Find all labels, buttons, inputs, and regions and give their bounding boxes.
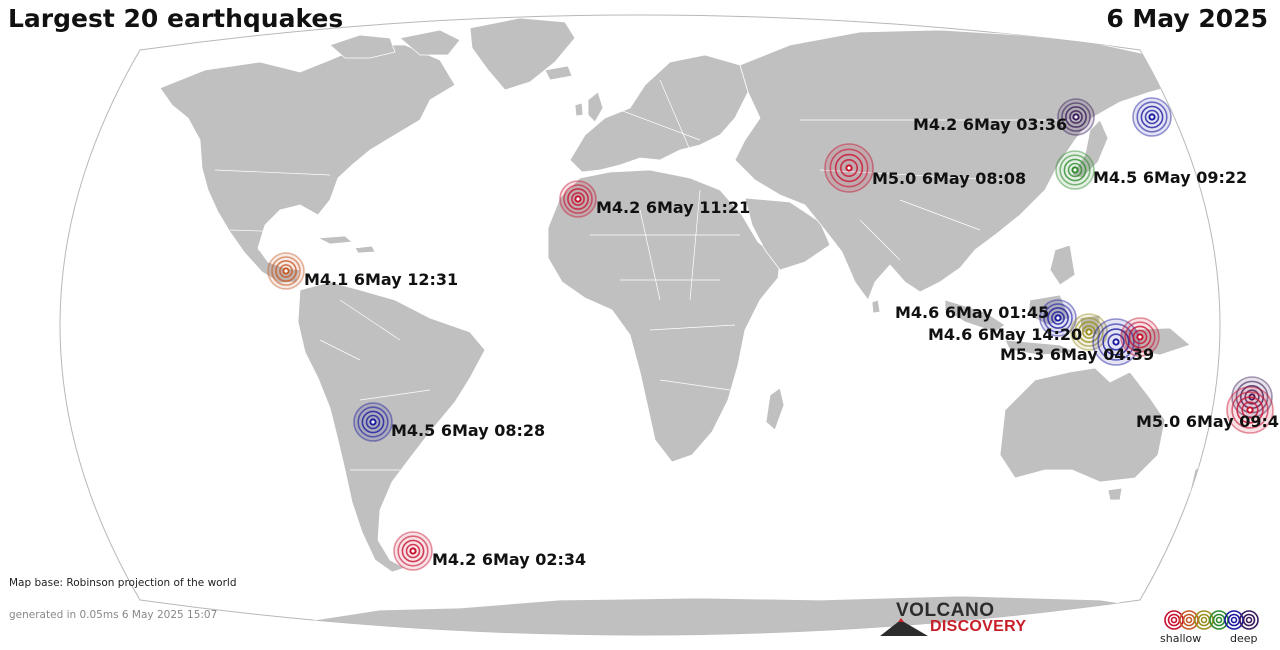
- generated-note: generated in 0.05ms 6 May 2025 15:07: [9, 609, 218, 621]
- earthquake-marker[interactable]: [1055, 150, 1095, 190]
- earthquake-marker[interactable]: [353, 402, 393, 442]
- volcano-discovery-logo[interactable]: VOLCANO DISCOVERY: [880, 600, 1040, 639]
- quake-label[interactable]: M4.5 6May 09:22: [1093, 168, 1248, 187]
- legend-shallow-label: shallow: [1160, 632, 1202, 645]
- maritime-southeast-asia: [944, 244, 1191, 356]
- earthquake-marker[interactable]: [393, 531, 433, 571]
- quake-label[interactable]: M4.2 6May 03:36: [913, 115, 1068, 134]
- volcano-icon: [880, 618, 928, 636]
- logo-word-discovery: DISCOVERY: [930, 618, 1027, 635]
- antarctica-landmass: [249, 595, 1201, 635]
- depth-legend: shallow deep: [1158, 608, 1268, 648]
- quake-label[interactable]: M5.3 6May 04:39: [1000, 345, 1155, 364]
- south-america-landmass: [297, 281, 486, 573]
- arabian-peninsula: [744, 197, 831, 271]
- caribbean-islands: [317, 235, 376, 254]
- earthquake-markers: [267, 97, 1274, 571]
- earthquake-marker[interactable]: [267, 252, 305, 290]
- greenland-landmass: [469, 17, 576, 91]
- projection-note: Map base: Robinson projection of the wor…: [9, 577, 237, 589]
- quake-label[interactable]: M4.2 6May 11:21: [596, 198, 751, 217]
- earthquake-marker[interactable]: [1120, 317, 1160, 357]
- quake-label[interactable]: M5.0 6May 08:08: [872, 169, 1027, 188]
- north-america-landmass: [159, 44, 456, 284]
- asia-landmass: [734, 29, 1191, 301]
- map-date: 6 May 2025: [1106, 4, 1268, 33]
- madagascar-landmass: [765, 387, 785, 431]
- quake-label[interactable]: M5.0 6May 09:43: [1136, 412, 1280, 431]
- logo-word-volcano: VOLCANO: [896, 600, 995, 621]
- quake-label[interactable]: M4.2 6May 02:34: [432, 550, 587, 569]
- map-title: Largest 20 earthquakes: [8, 4, 344, 33]
- quake-label[interactable]: M4.6 6May 01:45: [895, 303, 1050, 322]
- legend-deep-label: deep: [1230, 632, 1258, 645]
- europe-landmass: [569, 54, 749, 173]
- earthquake-marker[interactable]: [824, 143, 874, 193]
- legend-ring: [1239, 610, 1259, 630]
- arctic-islands: [329, 29, 461, 59]
- quake-label[interactable]: M4.5 6May 08:28: [391, 421, 546, 440]
- earthquake-marker[interactable]: [1132, 97, 1172, 137]
- australia-landmass: [999, 367, 1166, 483]
- earthquake-marker[interactable]: [559, 180, 597, 218]
- quake-label[interactable]: M4.6 6May 14:20: [928, 325, 1083, 344]
- quake-label[interactable]: M4.1 6May 12:31: [304, 270, 459, 289]
- depth-legend-rings: [1164, 610, 1259, 630]
- earthquake-marker[interactable]: [1226, 386, 1274, 434]
- earthquake-marker[interactable]: [1057, 98, 1095, 136]
- british-isles: [544, 65, 604, 123]
- earthquake-marker[interactable]: [1039, 299, 1077, 337]
- sri-lanka-island: [871, 299, 881, 314]
